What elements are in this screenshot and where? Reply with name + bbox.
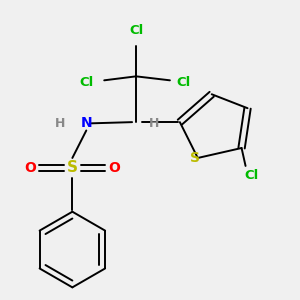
Text: Cl: Cl (129, 24, 143, 37)
Text: O: O (25, 161, 37, 175)
Text: N: N (80, 116, 92, 130)
Text: Cl: Cl (177, 76, 191, 89)
Text: Cl: Cl (79, 76, 93, 89)
Text: S: S (67, 160, 78, 175)
Text: S: S (190, 151, 200, 165)
Text: H: H (149, 117, 159, 130)
Text: O: O (108, 161, 120, 175)
Text: H: H (55, 117, 66, 130)
Text: Cl: Cl (244, 169, 259, 182)
